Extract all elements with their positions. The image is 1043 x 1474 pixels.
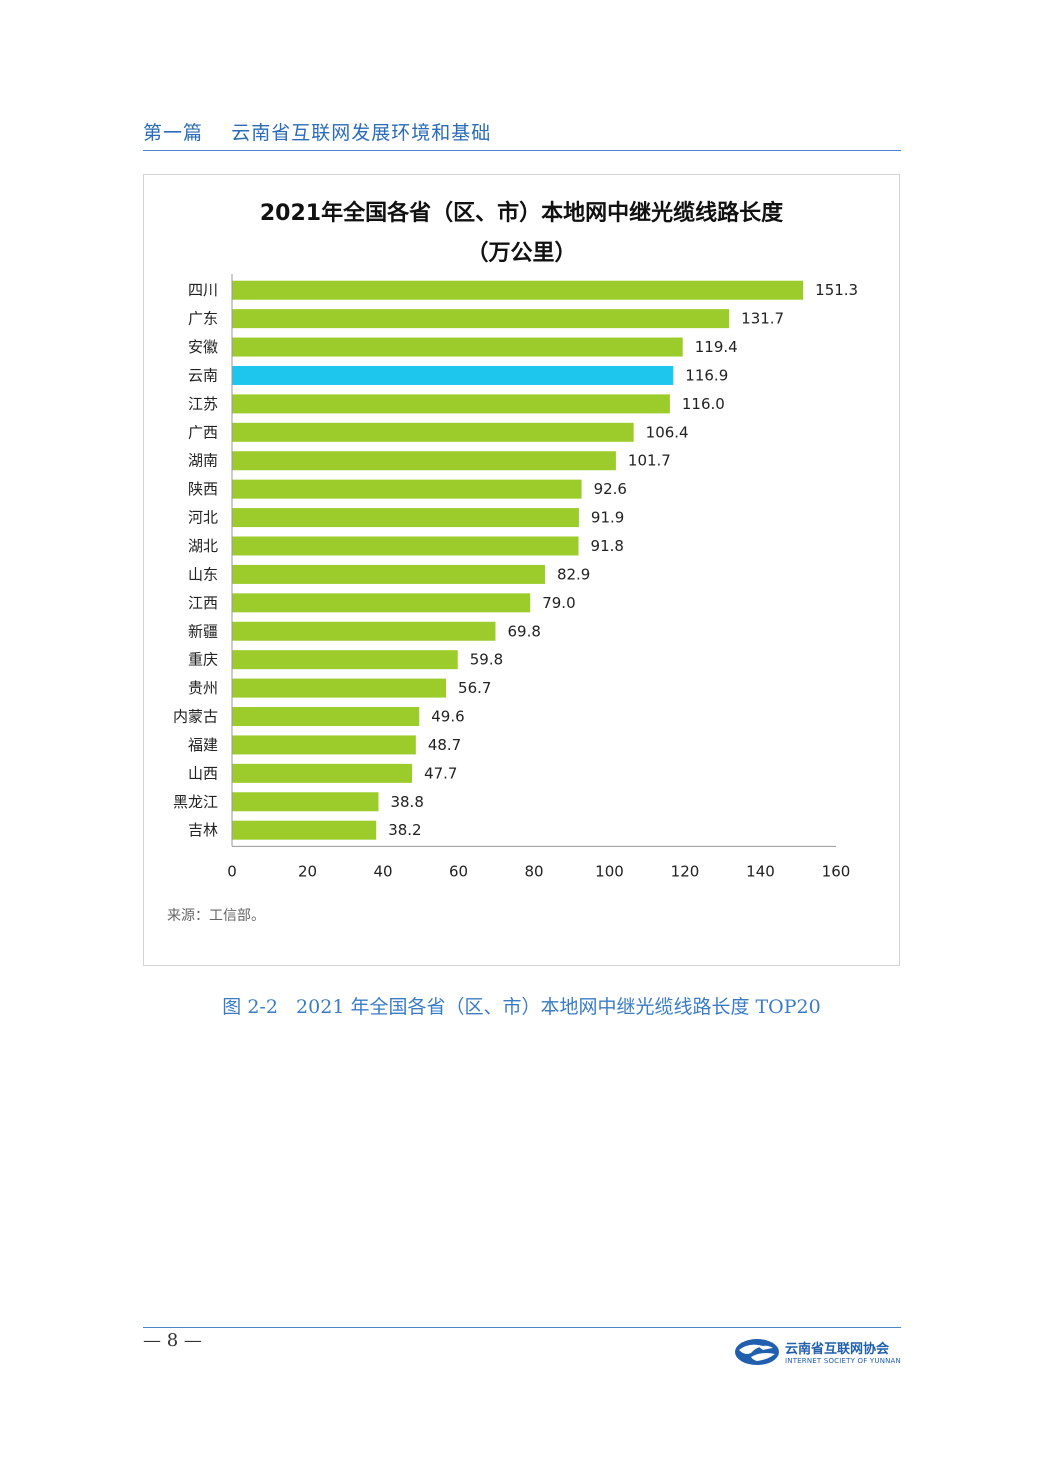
bar-10 (232, 536, 579, 556)
x-tick-label: 100 (595, 862, 624, 880)
data-label: 106.4 (646, 423, 689, 441)
data-label: 38.2 (388, 821, 421, 839)
category-label: 湖南 (188, 452, 218, 470)
data-label: 92.6 (594, 480, 627, 498)
category-label: 云南 (188, 366, 218, 384)
section-title: 云南省互联网发展环境和基础 (231, 122, 492, 144)
data-label: 116.9 (685, 366, 728, 384)
bar-7 (232, 451, 616, 471)
data-label: 116.0 (682, 395, 725, 413)
bar-1 (232, 280, 804, 300)
figure-caption: 图 2-2 2021 年全国各省（区、市）本地网中继光缆线路长度 TOP20 (222, 996, 821, 1018)
category-label: 陕西 (188, 480, 218, 498)
bar-6 (232, 422, 634, 442)
page-number-value: 8 (166, 1330, 179, 1351)
category-label: 黑龙江 (173, 793, 218, 811)
x-tick-label: 80 (524, 862, 543, 880)
header-divider (143, 150, 901, 151)
bar-14 (232, 650, 458, 670)
category-label: 福建 (188, 736, 218, 754)
data-label: 82.9 (557, 565, 590, 583)
bar-3 (232, 337, 683, 357)
x-tick-label: 160 (822, 862, 851, 880)
org-logo: 云南省互联网协会 INTERNET SOCIETY OF YUNNAN (733, 1336, 903, 1372)
category-label: 安徽 (188, 338, 218, 356)
category-label: 江苏 (188, 395, 218, 413)
bar-19 (232, 792, 379, 812)
data-label: 56.7 (458, 679, 491, 697)
data-label: 151.3 (815, 281, 858, 299)
x-tick-label: 120 (671, 862, 700, 880)
bar-chart: 四川 151.3 广东 131.7 安徽 119.4 云南 116.9 江苏 116.0 广西 106… (173, 274, 858, 880)
category-label: 广西 (188, 423, 218, 441)
category-label: 山西 (188, 764, 218, 782)
category-label: 河北 (188, 509, 218, 527)
data-label: 79.0 (542, 594, 575, 612)
data-label: 91.8 (591, 537, 624, 555)
footer-divider (143, 1327, 901, 1328)
bar-15 (232, 678, 447, 698)
bar-20 (232, 820, 377, 840)
page-number: — 8 — (143, 1330, 202, 1351)
data-label: 131.7 (741, 310, 784, 328)
bar-5 (232, 394, 670, 414)
category-label: 内蒙古 (173, 708, 218, 726)
x-tick-label: 40 (373, 862, 392, 880)
bar-11 (232, 564, 545, 584)
category-label: 四川 (188, 281, 218, 299)
category-label: 吉林 (188, 821, 218, 839)
data-label: 91.9 (591, 509, 624, 527)
bar-8 (232, 479, 582, 499)
category-label: 贵州 (188, 679, 218, 697)
chart-title: 2021年全国各省（区、市）本地网中继光缆线路长度 （万公里） (143, 194, 900, 274)
bar-2 (232, 309, 730, 329)
category-label: 山东 (188, 565, 218, 583)
data-label: 59.8 (470, 651, 503, 669)
x-tick-label: 60 (449, 862, 468, 880)
section-header: 第一篇 云南省互联网发展环境和基础 (143, 118, 491, 145)
source-note: 来源：工信部。 (167, 908, 265, 924)
chart-title-line2: （万公里） (466, 241, 577, 266)
globe-logo-icon (735, 1339, 779, 1365)
org-name-cn: 云南省互联网协会 (785, 1342, 890, 1357)
chart-title-line1: 2021年全国各省（区、市）本地网中继光缆线路长度 (259, 201, 784, 226)
data-label: 49.6 (431, 708, 464, 726)
data-label: 101.7 (628, 452, 671, 470)
category-label: 重庆 (188, 651, 218, 669)
x-tick-label: 0 (227, 862, 237, 880)
category-label: 新疆 (188, 622, 218, 640)
bar-18 (232, 763, 413, 783)
category-label: 广东 (188, 310, 218, 328)
data-label: 69.8 (507, 622, 540, 640)
bar-9 (232, 508, 579, 528)
data-label: 38.8 (390, 793, 423, 811)
bar-13 (232, 621, 496, 641)
bar-17 (232, 735, 416, 755)
category-label: 江西 (188, 594, 218, 612)
data-label: 48.7 (428, 736, 461, 754)
data-label: 47.7 (424, 764, 457, 782)
x-tick-label: 20 (298, 862, 317, 880)
data-label: 119.4 (695, 338, 738, 356)
bar-12 (232, 593, 531, 613)
x-tick-label: 140 (746, 862, 775, 880)
section-number: 第一篇 (143, 122, 204, 144)
org-name-en: INTERNET SOCIETY OF YUNNAN (785, 1357, 901, 1365)
bar-16 (232, 707, 420, 727)
category-label: 湖北 (188, 537, 218, 555)
bar-4 (232, 365, 674, 385)
